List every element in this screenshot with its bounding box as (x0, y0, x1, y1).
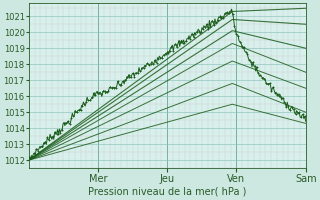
X-axis label: Pression niveau de la mer( hPa ): Pression niveau de la mer( hPa ) (88, 187, 246, 197)
